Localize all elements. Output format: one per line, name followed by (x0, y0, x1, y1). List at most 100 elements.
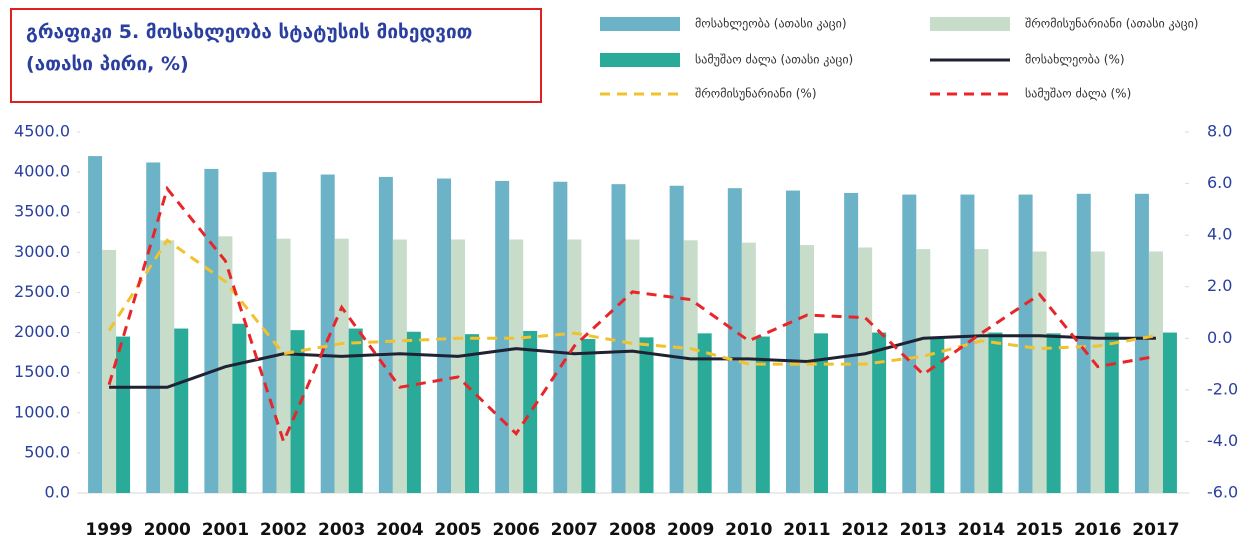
bar (1162, 332, 1177, 493)
bar (378, 176, 393, 493)
bar (495, 180, 510, 494)
y-tick-label: 500.0 (24, 442, 70, 461)
bar (567, 239, 582, 493)
y2-tick-label: 0.0 (1207, 328, 1232, 347)
y-tick-label: 4500.0 (14, 122, 70, 141)
bar (451, 239, 466, 493)
bar (174, 328, 189, 493)
line (107, 238, 1157, 366)
y-tick-label: 2500.0 (14, 282, 70, 301)
bar (320, 174, 335, 494)
bar (1018, 194, 1033, 493)
y-tick-label: 3500.0 (14, 202, 70, 221)
x-tick-label: 1999 (85, 520, 132, 540)
bar (858, 247, 873, 493)
x-tick-label: 2014 (958, 520, 1005, 540)
x-tick-label: 2008 (609, 520, 656, 540)
x-tick-label: 2012 (841, 520, 888, 540)
bar (437, 178, 452, 494)
bar (916, 249, 931, 493)
bar (625, 239, 640, 493)
bar (902, 194, 917, 493)
legend-swatch (600, 17, 680, 31)
legend-label: შრომისუნარიანი (%) (695, 87, 817, 101)
bar (406, 331, 421, 493)
bar (348, 328, 363, 493)
x-tick-label: 2009 (667, 520, 714, 540)
legend-swatch (600, 53, 680, 67)
bar (755, 336, 770, 493)
bar (683, 240, 698, 493)
bar (262, 172, 277, 493)
x-tick-label: 2006 (493, 520, 540, 540)
bar (581, 338, 596, 493)
x-tick-label: 2005 (434, 520, 481, 540)
line (107, 185, 1157, 446)
bar (669, 185, 684, 493)
y2-tick-label: -2.0 (1207, 379, 1238, 398)
bar (1134, 193, 1149, 493)
bar (523, 330, 538, 493)
x-tick-label: 2007 (551, 520, 598, 540)
x-tick-label: 2003 (318, 520, 365, 540)
bar (88, 156, 103, 494)
x-tick-label: 2015 (1016, 520, 1063, 540)
y-tick-label: 3000.0 (14, 242, 70, 261)
chart-title: გრაფიკი 5. მოსახლეობა სტატუსის მიხედვით … (10, 8, 542, 103)
x-tick-label: 2013 (900, 520, 947, 540)
bar (509, 239, 524, 493)
x-tick-label: 2010 (725, 520, 772, 540)
bar (1148, 251, 1163, 493)
bar (276, 238, 291, 493)
x-tick-label: 2004 (376, 520, 423, 540)
bar (146, 162, 161, 494)
y2-tick-label: -4.0 (1207, 431, 1238, 450)
bar (988, 332, 1003, 493)
bar (218, 236, 233, 494)
bar (741, 242, 756, 493)
legend-label: სამუშაო ძალა (%) (1025, 87, 1131, 101)
bar (1032, 251, 1047, 493)
legend-swatch (930, 17, 1010, 31)
bar (872, 332, 887, 493)
x-tick-label: 2016 (1074, 520, 1121, 540)
y-tick-label: 2000.0 (14, 322, 70, 341)
bar (974, 249, 989, 493)
y2-tick-label: 2.0 (1207, 276, 1232, 295)
legend-label: შრომისუნარიანი (ათასი კაცი) (1025, 17, 1198, 31)
bar (1046, 333, 1061, 493)
bar (204, 168, 219, 493)
bar (930, 338, 945, 493)
legend-label: მოსახლეობა (ათასი კაცი) (695, 17, 847, 31)
y-tick-label: 0.0 (45, 483, 70, 502)
x-tick-label: 2017 (1132, 520, 1179, 540)
bar (1104, 332, 1119, 493)
x-tick-label: 2011 (783, 520, 830, 540)
line (109, 334, 1156, 389)
y-tick-label: 1000.0 (14, 402, 70, 421)
bar (465, 334, 480, 493)
y2-tick-label: 8.0 (1207, 122, 1232, 141)
legend-label: მოსახლეობა (%) (1025, 53, 1125, 67)
y-tick-label: 4000.0 (14, 162, 70, 181)
bar (785, 190, 800, 493)
bar (639, 337, 654, 493)
bar (727, 188, 742, 493)
bar (611, 184, 626, 493)
x-tick-label: 2002 (260, 520, 307, 540)
bar (799, 245, 814, 493)
bar (160, 240, 175, 493)
bar (1090, 251, 1105, 493)
x-tick-label: 2000 (144, 520, 191, 540)
y2-tick-label: 4.0 (1207, 225, 1232, 244)
bar (232, 323, 247, 493)
bar (813, 333, 828, 493)
y-tick-label: 1500.0 (14, 362, 70, 381)
bar (392, 239, 407, 493)
legend-label: სამუშაო ძალა (ათასი კაცი) (695, 53, 853, 67)
bar (844, 192, 859, 494)
y2-tick-label: 6.0 (1207, 173, 1232, 192)
bar (1076, 193, 1091, 493)
